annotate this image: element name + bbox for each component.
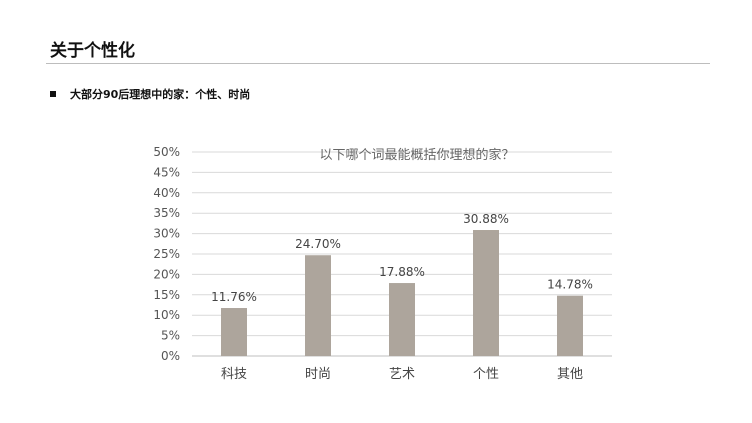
data-labels: 11.76% 24.70% 17.88% 30.88% 14.78% — [211, 212, 593, 304]
y-tick-label: 10% — [153, 308, 180, 322]
title-divider — [46, 63, 710, 64]
y-tick-label: 30% — [153, 227, 180, 241]
x-tick-label: 艺术 — [389, 367, 415, 382]
y-tick-label: 50% — [153, 145, 180, 159]
data-label: 14.78% — [547, 278, 593, 292]
bar — [221, 308, 247, 356]
y-tick-label: 15% — [153, 288, 180, 302]
chart-title: 以下哪个词最能概括你理想的家？ — [319, 147, 514, 163]
y-tick-label: 35% — [153, 206, 180, 220]
y-tick-label: 45% — [153, 165, 180, 179]
y-tick-label: 0% — [161, 349, 180, 363]
data-label: 30.88% — [463, 212, 509, 226]
bar — [389, 283, 415, 356]
data-label: 24.70% — [295, 237, 341, 251]
data-label: 11.76% — [211, 290, 257, 304]
y-tick-label: 40% — [153, 186, 180, 200]
bars — [221, 230, 583, 356]
y-tick-label: 5% — [161, 329, 180, 343]
bullet-square-icon — [50, 91, 56, 97]
y-tick-label: 20% — [153, 267, 180, 281]
x-axis-ticks: 科技 时尚 艺术 个性 其他 — [221, 367, 583, 382]
data-label: 17.88% — [379, 265, 425, 279]
bullet-point: 大部分90后理想中的家：个性、时尚 — [50, 86, 250, 102]
bar — [557, 295, 583, 356]
y-axis-ticks: 0% 5% 10% 15% 20% 25% 30% 35% 40% 45% 50% — [153, 145, 180, 363]
x-tick-label: 其他 — [557, 367, 583, 382]
x-tick-label: 个性 — [473, 367, 499, 382]
bar — [305, 255, 331, 356]
bar — [473, 230, 499, 356]
y-tick-label: 25% — [153, 247, 180, 261]
x-tick-label: 时尚 — [305, 367, 331, 382]
x-tick-label: 科技 — [221, 367, 247, 382]
bullet-text: 大部分90后理想中的家：个性、时尚 — [70, 88, 251, 101]
page-title: 关于个性化 — [50, 41, 135, 61]
